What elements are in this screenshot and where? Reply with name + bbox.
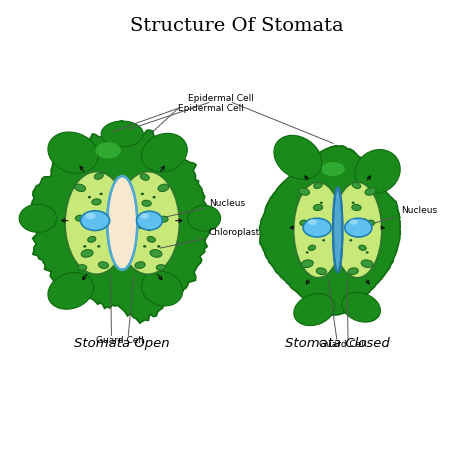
Ellipse shape xyxy=(159,216,168,222)
Ellipse shape xyxy=(83,245,86,247)
Text: Chloroplast: Chloroplast xyxy=(160,228,260,248)
Ellipse shape xyxy=(97,245,100,247)
Ellipse shape xyxy=(141,133,187,172)
Ellipse shape xyxy=(294,293,335,326)
Ellipse shape xyxy=(85,213,96,219)
Ellipse shape xyxy=(361,260,373,267)
Ellipse shape xyxy=(320,201,323,204)
Ellipse shape xyxy=(81,211,109,230)
Ellipse shape xyxy=(148,228,151,231)
Text: Epidermal Cell: Epidermal Cell xyxy=(178,104,244,113)
Ellipse shape xyxy=(85,212,89,215)
Ellipse shape xyxy=(48,273,93,309)
Ellipse shape xyxy=(342,292,381,322)
Ellipse shape xyxy=(138,227,142,229)
Ellipse shape xyxy=(359,245,366,250)
Text: Stomata Closed: Stomata Closed xyxy=(285,337,390,350)
Ellipse shape xyxy=(349,219,358,225)
Ellipse shape xyxy=(157,245,160,247)
Text: Stomata Open: Stomata Open xyxy=(74,337,170,350)
Ellipse shape xyxy=(48,132,98,173)
Ellipse shape xyxy=(141,271,182,306)
Ellipse shape xyxy=(134,212,137,215)
Ellipse shape xyxy=(102,227,105,229)
Ellipse shape xyxy=(308,245,316,250)
Text: Nucleus: Nucleus xyxy=(152,199,245,220)
Ellipse shape xyxy=(314,235,317,237)
Ellipse shape xyxy=(274,136,322,179)
Ellipse shape xyxy=(94,173,103,179)
Ellipse shape xyxy=(352,182,361,189)
Ellipse shape xyxy=(88,237,96,242)
Text: Guard Cell: Guard Cell xyxy=(96,337,144,346)
Ellipse shape xyxy=(107,212,110,215)
Ellipse shape xyxy=(365,188,376,195)
Polygon shape xyxy=(31,121,214,323)
Ellipse shape xyxy=(366,220,375,226)
Ellipse shape xyxy=(316,268,327,274)
Ellipse shape xyxy=(88,196,91,199)
Ellipse shape xyxy=(147,237,155,242)
Ellipse shape xyxy=(322,239,325,241)
Text: Structure Of Stomata: Structure Of Stomata xyxy=(130,17,344,35)
Ellipse shape xyxy=(143,245,146,247)
Ellipse shape xyxy=(140,213,149,219)
Ellipse shape xyxy=(345,218,372,237)
Polygon shape xyxy=(107,176,137,270)
Polygon shape xyxy=(333,188,342,272)
Ellipse shape xyxy=(308,219,311,221)
Ellipse shape xyxy=(74,184,86,191)
Ellipse shape xyxy=(153,196,156,199)
Ellipse shape xyxy=(65,172,128,274)
Ellipse shape xyxy=(92,228,96,231)
Ellipse shape xyxy=(92,199,101,205)
Ellipse shape xyxy=(303,218,331,237)
Ellipse shape xyxy=(135,262,145,268)
Ellipse shape xyxy=(333,182,382,278)
Ellipse shape xyxy=(75,215,85,221)
Ellipse shape xyxy=(188,205,220,231)
Ellipse shape xyxy=(301,260,313,267)
Text: Guard Cell: Guard Cell xyxy=(319,340,366,349)
Ellipse shape xyxy=(78,264,87,270)
Ellipse shape xyxy=(299,188,310,195)
Ellipse shape xyxy=(306,251,309,254)
Ellipse shape xyxy=(349,239,352,241)
Ellipse shape xyxy=(300,220,308,226)
Ellipse shape xyxy=(355,149,400,193)
Ellipse shape xyxy=(140,174,149,180)
Ellipse shape xyxy=(117,172,180,274)
Ellipse shape xyxy=(366,251,369,254)
Ellipse shape xyxy=(358,235,361,237)
Ellipse shape xyxy=(313,204,323,210)
Ellipse shape xyxy=(99,262,109,268)
Ellipse shape xyxy=(101,121,143,147)
Text: Nucleus: Nucleus xyxy=(361,206,437,227)
Ellipse shape xyxy=(155,212,158,215)
Ellipse shape xyxy=(150,249,162,257)
Ellipse shape xyxy=(81,249,93,257)
Ellipse shape xyxy=(95,142,121,158)
Ellipse shape xyxy=(19,204,57,232)
Ellipse shape xyxy=(142,200,151,206)
Text: Epidermal Cell: Epidermal Cell xyxy=(188,94,254,103)
Ellipse shape xyxy=(314,182,322,189)
Ellipse shape xyxy=(352,201,355,204)
Ellipse shape xyxy=(141,192,144,195)
Ellipse shape xyxy=(293,182,343,278)
Ellipse shape xyxy=(100,192,103,195)
Ellipse shape xyxy=(352,204,361,210)
Ellipse shape xyxy=(308,219,317,225)
Ellipse shape xyxy=(156,264,165,270)
Ellipse shape xyxy=(321,162,345,176)
Ellipse shape xyxy=(348,268,358,274)
Ellipse shape xyxy=(137,211,162,230)
Ellipse shape xyxy=(158,184,169,191)
Polygon shape xyxy=(260,146,401,315)
Ellipse shape xyxy=(364,219,366,221)
